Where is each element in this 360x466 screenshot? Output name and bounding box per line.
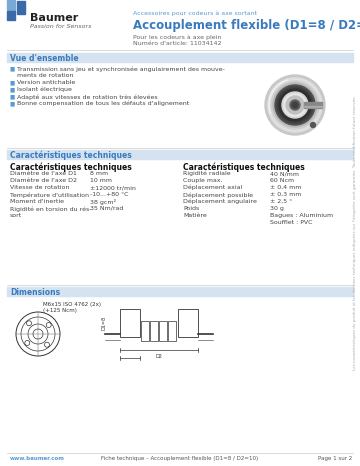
Circle shape	[273, 83, 317, 127]
Text: Déplacement axial: Déplacement axial	[183, 185, 242, 191]
Text: Bonne compensation de tous les défauts d'alignement: Bonne compensation de tous les défauts d…	[17, 101, 189, 107]
Text: ■: ■	[10, 94, 15, 99]
Circle shape	[286, 96, 304, 114]
Text: Caractéristiques techniques: Caractéristiques techniques	[183, 163, 305, 172]
Text: Vitesse de rotation: Vitesse de rotation	[10, 185, 69, 190]
Text: Accessoires pour codeurs à axe sortant: Accessoires pour codeurs à axe sortant	[133, 10, 257, 15]
Text: Bagues : Aluminium: Bagues : Aluminium	[270, 213, 333, 218]
Bar	[178, 309, 198, 337]
Bar	[7, 150, 353, 159]
Text: M6x15 ISO 4762 (2x): M6x15 ISO 4762 (2x)	[43, 302, 101, 307]
Text: Transmission sans jeu et synchronisée angulairement des mouve-: Transmission sans jeu et synchronisée an…	[17, 66, 225, 71]
Text: Page 1 sur 2: Page 1 sur 2	[318, 456, 352, 461]
Text: ± 2,5 °: ± 2,5 °	[270, 199, 292, 204]
Text: Les caractéristiques du produit et les données techniques indiquées sur l'étique: Les caractéristiques du produit et les d…	[353, 96, 357, 370]
Bar	[141, 321, 149, 341]
Text: D2: D2	[156, 354, 162, 359]
Text: Caractéristiques techniques: Caractéristiques techniques	[10, 163, 132, 172]
Bar	[7, 11, 15, 20]
Circle shape	[284, 94, 306, 116]
Text: ■: ■	[10, 101, 15, 106]
Text: 8 mm: 8 mm	[90, 171, 108, 176]
Text: Rigidité en torsion du rés-: Rigidité en torsion du rés-	[10, 206, 91, 212]
Text: Dimensions: Dimensions	[10, 288, 60, 297]
Circle shape	[290, 100, 300, 110]
Text: ± 0,4 mm: ± 0,4 mm	[270, 185, 301, 190]
Circle shape	[279, 89, 311, 121]
Text: 38 gcm²: 38 gcm²	[90, 199, 116, 205]
Text: 10 mm: 10 mm	[90, 178, 112, 183]
Bar	[120, 309, 140, 337]
Circle shape	[265, 75, 325, 135]
Text: ±12000 tr/min: ±12000 tr/min	[90, 185, 136, 190]
Text: Isolant électrique: Isolant électrique	[17, 87, 72, 92]
Text: 35 Nm/rad: 35 Nm/rad	[90, 206, 123, 211]
Circle shape	[275, 85, 315, 125]
Bar	[304, 102, 322, 108]
Text: 60 Ncm: 60 Ncm	[270, 178, 294, 183]
Text: Diamètre de l'axe D2: Diamètre de l'axe D2	[10, 178, 77, 183]
Text: 30 g: 30 g	[270, 206, 284, 211]
Circle shape	[282, 92, 308, 118]
Bar	[17, 1, 25, 14]
Text: (+125 Ncm): (+125 Ncm)	[43, 308, 77, 313]
Text: D1=8: D1=8	[102, 316, 107, 330]
Bar	[7, 287, 353, 296]
Text: Diamètre de l'axe D1: Diamètre de l'axe D1	[10, 171, 77, 176]
Bar	[7, 0, 15, 10]
Bar	[7, 53, 353, 62]
Circle shape	[268, 78, 322, 132]
Text: ■: ■	[10, 87, 15, 92]
Bar	[304, 106, 322, 107]
Text: Version antichable: Version antichable	[17, 80, 75, 85]
Bar	[150, 321, 158, 341]
Circle shape	[292, 102, 298, 108]
Text: Numéro d'article: 11034142: Numéro d'article: 11034142	[133, 41, 221, 46]
Text: ± 0,3 mm: ± 0,3 mm	[270, 192, 301, 197]
Text: Passion for Sensors: Passion for Sensors	[30, 24, 91, 29]
Bar	[159, 321, 167, 341]
Text: Vue d'ensemble: Vue d'ensemble	[10, 54, 78, 63]
Bar	[168, 321, 176, 341]
Text: Déplacement possible: Déplacement possible	[183, 192, 253, 198]
Text: ■: ■	[10, 66, 15, 71]
Text: Pour les codeurs à axe plein: Pour les codeurs à axe plein	[133, 34, 221, 40]
Text: Couple max.: Couple max.	[183, 178, 222, 183]
Text: 40 N/mm: 40 N/mm	[270, 171, 299, 176]
Circle shape	[310, 123, 315, 128]
Text: Soufflet : PVC: Soufflet : PVC	[270, 220, 312, 225]
Text: sort: sort	[10, 213, 22, 218]
Text: Température d'utilisation: Température d'utilisation	[10, 192, 89, 198]
Circle shape	[277, 87, 313, 123]
Text: Poids: Poids	[183, 206, 199, 211]
Text: Fiche technique – Accouplement flexible (D1=8 / D2=10): Fiche technique – Accouplement flexible …	[102, 456, 258, 461]
Text: -10...+80 °C: -10...+80 °C	[90, 192, 129, 197]
Circle shape	[271, 81, 319, 129]
Text: Baumer: Baumer	[30, 13, 78, 23]
Text: Rigidité radiale: Rigidité radiale	[183, 171, 231, 177]
Text: www.baumer.com: www.baumer.com	[10, 456, 65, 461]
Text: Déplacement angulaire: Déplacement angulaire	[183, 199, 257, 205]
Text: Adapté aux vitesses de rotation très élevées: Adapté aux vitesses de rotation très éle…	[17, 94, 158, 100]
Text: Caractéristiques techniques: Caractéristiques techniques	[10, 151, 132, 160]
Text: Moment d'inertie: Moment d'inertie	[10, 199, 64, 204]
Text: Matière: Matière	[183, 213, 207, 218]
Text: ■: ■	[10, 80, 15, 85]
Text: Accouplement flexible (D1=8 / D2=10): Accouplement flexible (D1=8 / D2=10)	[133, 19, 360, 32]
Text: ments de rotation: ments de rotation	[17, 73, 73, 78]
